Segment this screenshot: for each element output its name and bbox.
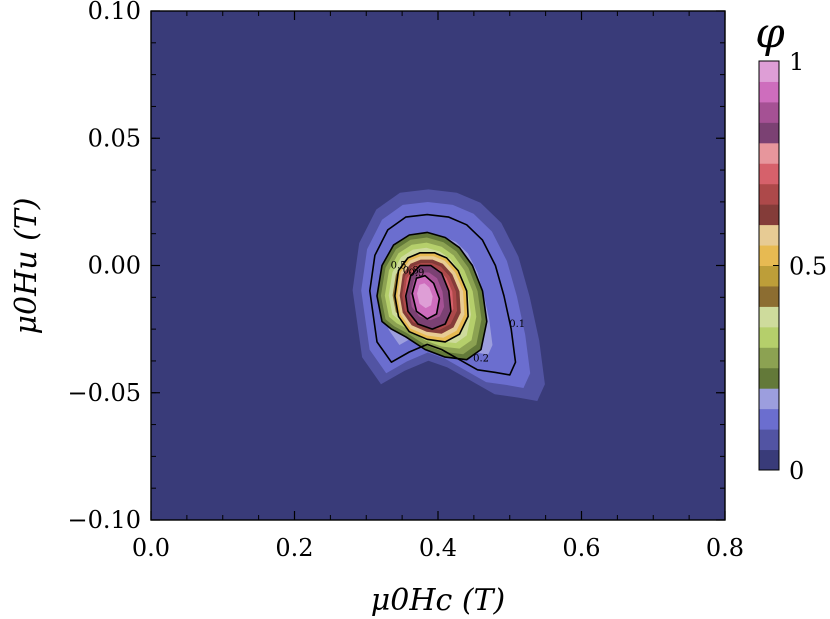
colorbar-segment bbox=[759, 163, 779, 185]
x-tick-label: 0.0 bbox=[132, 534, 170, 562]
x-tick-label: 0.6 bbox=[562, 534, 600, 562]
colorbar-tick-label: 0.5 bbox=[789, 253, 827, 281]
colorbar-ticks: 00.51 bbox=[773, 48, 827, 485]
colorbar-label: φ bbox=[755, 8, 785, 57]
x-tick-label: 0.2 bbox=[275, 534, 313, 562]
x-tick-label: 0.8 bbox=[706, 534, 744, 562]
colorbar-segment bbox=[759, 81, 779, 103]
y-tick-label: 0.10 bbox=[88, 0, 141, 25]
colorbar-segment bbox=[759, 326, 779, 348]
contour-label-0.8: 0.8 bbox=[403, 266, 419, 277]
contour-label-0.5: 0.5 bbox=[391, 261, 407, 272]
colorbar bbox=[759, 61, 779, 471]
colorbar-segment bbox=[759, 61, 779, 82]
contour-label-0.9: 0.9 bbox=[409, 268, 425, 279]
contour-lines: 0.1 0.2 0.50.80.9 bbox=[369, 213, 525, 376]
x-tick-labels: 0.0 0.2 0.4 0.6 0.8 bbox=[132, 534, 744, 562]
y-axis-label: μ0Hu (T) bbox=[9, 197, 44, 334]
contour-label-0.1: 0.1 bbox=[509, 319, 525, 330]
colorbar-segment bbox=[759, 429, 779, 451]
contour-line-0.8 bbox=[404, 264, 452, 330]
y-tick-labels: −0.10 −0.05 0.00 0.05 0.10 bbox=[67, 0, 141, 534]
colorbar-segment bbox=[759, 367, 779, 389]
colorbar-segment bbox=[759, 285, 779, 307]
contour-line-0.1 bbox=[369, 213, 517, 376]
colorbar-tick-label: 1 bbox=[789, 48, 804, 76]
colorbar-segment bbox=[759, 449, 779, 471]
colorbar-segment bbox=[759, 204, 779, 226]
colorbar-segment bbox=[759, 408, 779, 430]
colorbar-segment bbox=[759, 265, 779, 287]
colorbar-segment bbox=[759, 306, 779, 328]
contour-line-0.2 bbox=[376, 231, 488, 361]
contour-line-0.5 bbox=[394, 252, 469, 343]
x-axis-label: μ0Hc (T) bbox=[371, 583, 506, 618]
axis-ticks bbox=[150, 10, 726, 521]
colorbar-segment bbox=[759, 388, 779, 410]
x-tick-label: 0.4 bbox=[419, 534, 457, 562]
colorbar-segment bbox=[759, 122, 779, 144]
colorbar-segment bbox=[759, 142, 779, 164]
y-tick-label: −0.10 bbox=[67, 506, 141, 534]
contour-label-0.2: 0.2 bbox=[473, 353, 489, 364]
peak-core bbox=[417, 287, 430, 300]
colorbar-tick-label: 0 bbox=[789, 457, 804, 485]
colorbar-segment bbox=[759, 224, 779, 246]
y-tick-label: 0.00 bbox=[88, 252, 141, 280]
contour-line-0.9 bbox=[411, 274, 441, 320]
y-tick-label: −0.05 bbox=[67, 379, 141, 407]
y-tick-label: 0.05 bbox=[88, 124, 141, 152]
colorbar-segment bbox=[759, 347, 779, 369]
colorbar-segment bbox=[759, 245, 779, 266]
colorbar-segment bbox=[759, 101, 779, 123]
colorbar-segment bbox=[759, 183, 779, 205]
